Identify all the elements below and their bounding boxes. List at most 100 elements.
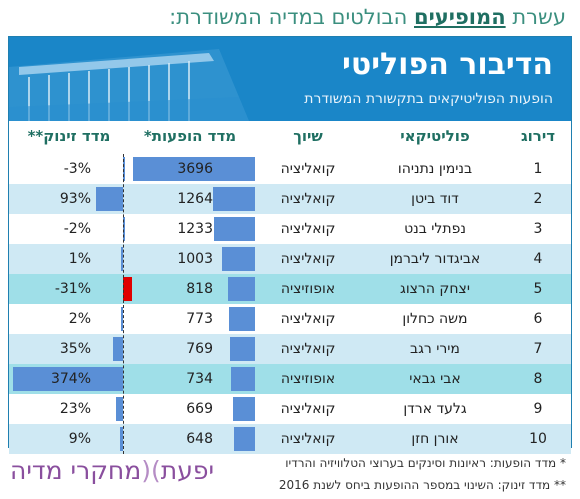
cell-politician: מירי רגב [410, 341, 460, 357]
header-politician: פוליטיקאי [400, 127, 470, 145]
cell-politician: גלעד ארדן [403, 401, 467, 417]
appearances-value: 734 [186, 371, 213, 387]
banner-subtitle: הופעות הפוליטיקאים בתקשורת המשודרת [304, 91, 553, 107]
cell-politician: יצחק הרצוג [400, 281, 470, 297]
table-header: דירוג פוליטיקאי שיוך מדד הופעות* מדד זינ… [9, 121, 571, 153]
cell-politician: בנימין נתניהו [397, 161, 473, 177]
appearances-value: 769 [186, 341, 213, 357]
cell-rank: 5 [533, 281, 543, 297]
buzz-bar [96, 187, 123, 211]
cell-rank: 6 [533, 311, 543, 327]
title-highlight: המופיעים [414, 5, 506, 29]
cell-rank: 4 [533, 251, 543, 267]
header-buzz: מדד זינוק** [27, 127, 111, 145]
table-row: 3 נפתלי בנט קואליציה 1233 -2% [9, 214, 571, 244]
appearances-value: 648 [186, 431, 213, 447]
buzz-bar [13, 367, 123, 391]
title-prefix: עשרת [512, 5, 566, 29]
appearances-bar [234, 427, 255, 451]
footnote-appearances: * מדד הופעות: ראיונות וסינקים בערוצי הטל… [285, 456, 566, 470]
header-appearances: מדד הופעות* [143, 127, 237, 145]
buzz-bar [120, 427, 123, 451]
cell-rank: 8 [533, 371, 543, 387]
title-suffix: הבולטים במדיה המשודרת: [169, 5, 408, 29]
cell-politician: נפתלי בנט [404, 221, 466, 237]
appearances-value: 669 [186, 401, 213, 417]
appearances-value: 1233 [177, 221, 213, 237]
table-row: 10 אורן חזן קואליציה 648 9% [9, 424, 571, 454]
appearances-bar [214, 217, 255, 241]
buzz-value: -2% [63, 221, 91, 237]
cell-rank: 9 [533, 401, 543, 417]
appearances-bar [229, 307, 255, 331]
buzz-bar [121, 307, 123, 331]
header-affiliation: שיוך [293, 127, 323, 145]
cell-rank: 7 [533, 341, 543, 357]
cell-politician: אבי גבאי [409, 371, 461, 387]
buzz-value: 23% [59, 401, 91, 417]
cell-affiliation: קואליציה [280, 191, 336, 207]
table-row: 2 דוד ביטן קואליציה 1264 93% [9, 184, 571, 214]
cell-affiliation: אופוזיציה [280, 281, 336, 297]
appearances-bar [230, 337, 255, 361]
buzz-value: -31% [54, 281, 91, 297]
buzz-bar [123, 157, 125, 181]
appearances-value: 3696 [177, 161, 213, 177]
buzz-value: 374% [50, 371, 91, 387]
knesset-building-illustration [9, 37, 571, 121]
appearances-bar [222, 247, 255, 271]
header-rank: דירוג [520, 127, 556, 145]
cell-affiliation: קואליציה [280, 311, 336, 327]
buzz-value: 93% [59, 191, 91, 207]
cell-affiliation: קואליציה [280, 251, 336, 267]
logo-name-a: יפעת [160, 456, 215, 485]
cell-politician: אביגדור ליברמן [389, 251, 481, 267]
buzz-bar [123, 217, 125, 241]
appearances-value: 773 [186, 311, 213, 327]
cell-affiliation: קואליציה [280, 221, 336, 237]
table-row: 9 גלעד ארדן קואליציה 669 23% [9, 394, 571, 424]
appearances-bar [231, 367, 255, 391]
buzz-value: 2% [68, 311, 91, 327]
appearances-bar [233, 397, 255, 421]
table-row: 1 בנימין נתניהו קואליציה 3696 -3% [9, 154, 571, 184]
cell-politician: משה כחלון [402, 311, 468, 327]
cell-affiliation: אופוזיציה [280, 371, 336, 387]
cell-affiliation: קואליציה [280, 401, 336, 417]
cell-politician: דוד ביטן [411, 191, 459, 207]
table-row: 4 אביגדור ליברמן קואליציה 1003 1% [9, 244, 571, 274]
table-row: 7 מירי רגב קואליציה 769 35% [9, 334, 571, 364]
appearances-bar [228, 277, 255, 301]
appearances-value: 1003 [177, 251, 213, 267]
cell-affiliation: קואליציה [280, 161, 336, 177]
buzz-bar [116, 397, 123, 421]
buzz-bar [123, 277, 132, 301]
appearances-value: 818 [186, 281, 213, 297]
cell-rank: 10 [529, 431, 547, 447]
cell-rank: 1 [533, 161, 543, 177]
appearances-bar [213, 187, 255, 211]
cell-politician: אורן חזן [411, 431, 459, 447]
appearances-value: 1264 [177, 191, 213, 207]
buzz-bar [113, 337, 123, 361]
buzz-bar [121, 247, 123, 271]
logo-name-b: מחקרי מדיה [10, 456, 142, 485]
table-row: 5 יצחק הרצוג אופוזיציה 818 -31% [9, 274, 571, 304]
yifat-logo: יפעת)(מחקרי מדיה [10, 456, 214, 485]
buzz-value: 9% [68, 431, 91, 447]
buzz-value: 1% [68, 251, 91, 267]
appearances-bar [133, 157, 255, 181]
table-row: 6 משה כחלון קואליציה 773 2% [9, 304, 571, 334]
buzz-value: 35% [59, 341, 91, 357]
cell-rank: 3 [533, 221, 543, 237]
table-row: 8 אבי גבאי אופוזיציה 734 374% [9, 364, 571, 394]
cell-affiliation: קואליציה [280, 431, 336, 447]
banner: הדיבור הפוליטי הופעות הפוליטיקאים בתקשור… [9, 37, 571, 121]
banner-title: הדיבור הפוליטי [341, 47, 553, 82]
cell-rank: 2 [533, 191, 543, 207]
buzz-value: -3% [63, 161, 91, 177]
footnote-buzz: ** מדד זינוק: השינוי במספר ההופעות ביחס … [278, 478, 566, 492]
cell-affiliation: קואליציה [280, 341, 336, 357]
logo-separator: )( [141, 456, 161, 485]
buzz-zero-line [123, 154, 124, 454]
